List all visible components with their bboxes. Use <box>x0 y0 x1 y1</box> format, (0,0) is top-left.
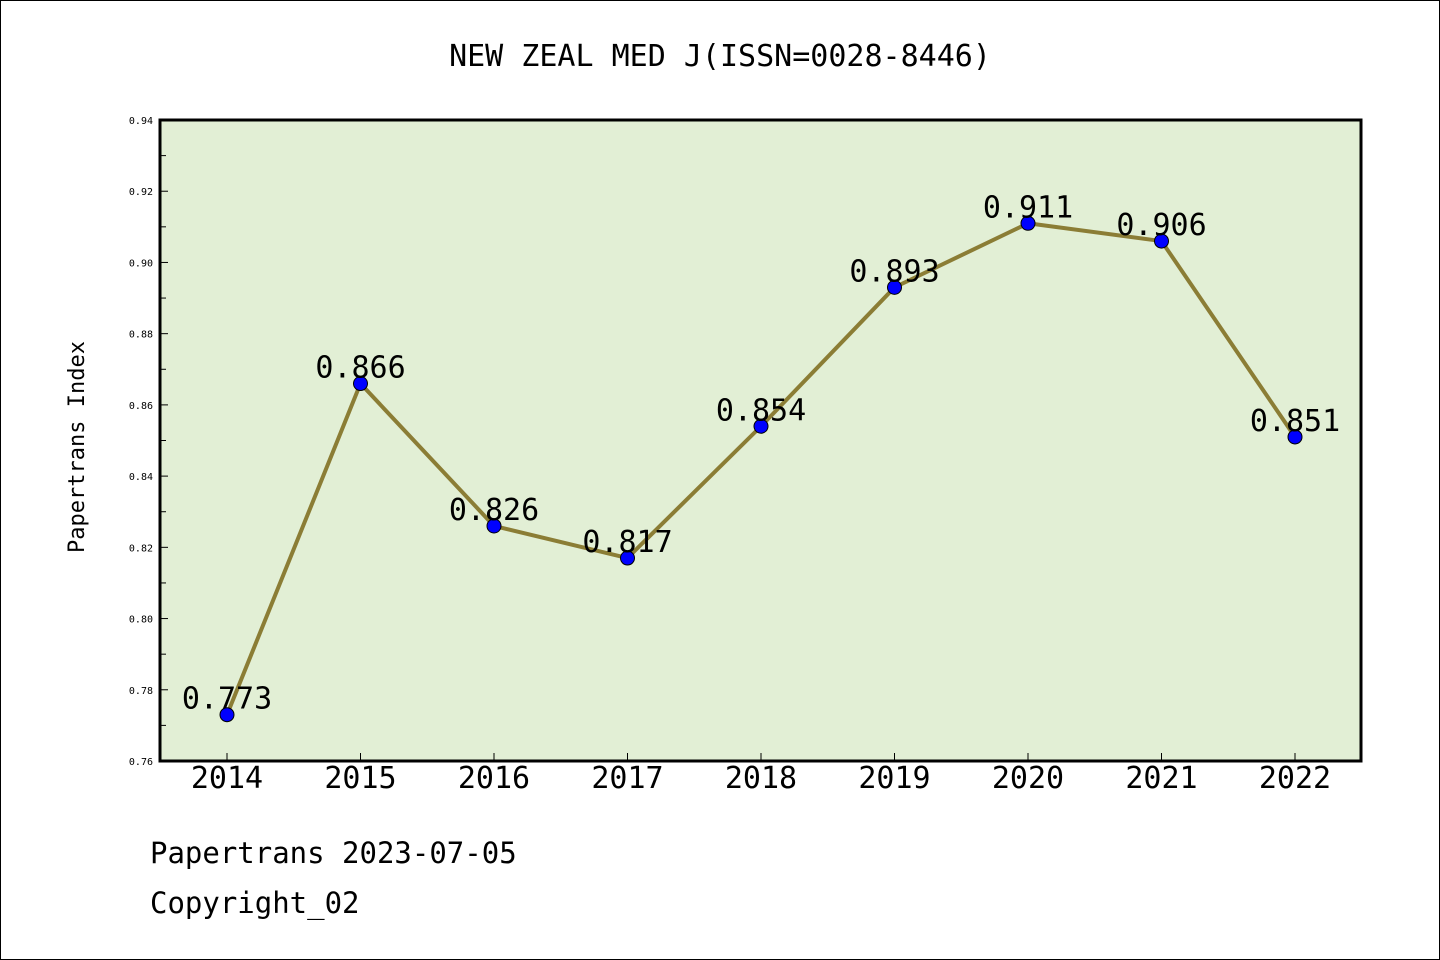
data-point <box>1154 233 1169 249</box>
x-tick-label: 2015 <box>324 761 396 796</box>
x-tick-label: 2021 <box>1125 761 1197 796</box>
data-label: 0.826 <box>449 493 539 528</box>
data-point <box>753 418 769 434</box>
x-tick-label: 2016 <box>458 761 530 796</box>
data-label: 0.893 <box>849 254 939 289</box>
y-axis-label: Papertrans Index <box>65 341 90 553</box>
data-label: 0.911 <box>983 190 1073 225</box>
x-tick-label: 2020 <box>992 761 1064 796</box>
footer-source-date: Papertrans 2023-07-05 <box>150 836 517 870</box>
y-tick-label: 0.86 <box>129 401 153 412</box>
y-tick-label: 0.82 <box>129 543 153 554</box>
data-point <box>1020 215 1036 231</box>
data-label: 0.866 <box>315 351 405 386</box>
data-label: 0.854 <box>716 393 806 428</box>
data-point <box>219 707 235 723</box>
y-axis: 0.76 0.78 0.80 0.82 0.84 0.86 0.88 0.90 0.92 0.94 <box>129 116 168 768</box>
footer-copyright: Copyright_02 <box>150 886 360 920</box>
y-tick-label: 0.94 <box>129 116 153 127</box>
data-point <box>620 550 635 566</box>
plot-area <box>158 118 1363 763</box>
data-series <box>219 215 1303 723</box>
x-tick-label: 2014 <box>191 761 263 796</box>
y-tick-label: 0.78 <box>129 686 153 697</box>
data-point <box>1287 429 1303 445</box>
data-point <box>353 376 368 392</box>
y-tick-label: 0.92 <box>129 187 153 198</box>
y-tick-label: 0.90 <box>129 258 153 269</box>
data-point <box>887 279 902 295</box>
y-tick-label: 0.76 <box>129 757 153 768</box>
data-label: 0.851 <box>1250 404 1340 439</box>
chart-title: NEW ZEAL MED J(ISSN=0028-8446) <box>449 39 991 74</box>
x-tick-label: 2017 <box>591 761 663 796</box>
data-label: 0.906 <box>1116 208 1206 243</box>
y-tick-label: 0.84 <box>129 472 153 483</box>
data-point <box>486 518 502 534</box>
x-axis: 2014 2015 2016 2017 2018 2019 2020 2021 2022 <box>191 753 1331 796</box>
data-labels: 0.773 0.866 0.826 0.817 0.854 0.893 0.911 0.906… <box>182 190 1340 716</box>
y-tick-label: 0.80 <box>129 615 153 626</box>
x-tick-label: 2022 <box>1259 761 1331 796</box>
y-tick-label: 0.88 <box>129 330 153 341</box>
x-tick-label: 2018 <box>725 761 797 796</box>
data-label: 0.817 <box>582 525 672 560</box>
data-label: 0.773 <box>182 682 272 717</box>
x-tick-label: 2019 <box>858 761 930 796</box>
